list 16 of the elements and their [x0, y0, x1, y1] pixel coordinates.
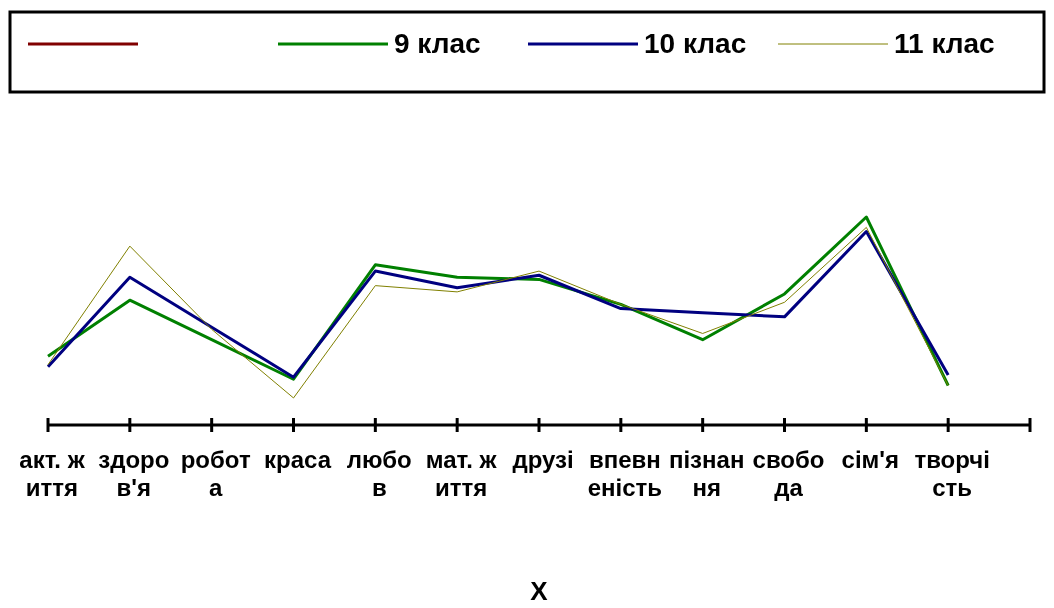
legend-label: 10 клас	[644, 28, 747, 59]
x-tick-label: пізнання	[668, 446, 745, 501]
x-tick-label: сім'я	[841, 446, 900, 473]
x-tick-label: акт. життя	[19, 446, 86, 501]
x-tick-label: творчість	[914, 446, 990, 501]
x-tick-label: свобода	[752, 446, 825, 501]
x-axis-title: Х	[530, 576, 549, 606]
legend-label: 9 клас	[394, 28, 481, 59]
x-tick-label: здоров'я	[98, 446, 170, 501]
x-tick-label: робота	[180, 446, 251, 501]
x-tick-label: любов	[346, 446, 412, 501]
x-tick-label: краса	[263, 446, 332, 473]
x-tick-label: мат. життя	[425, 446, 498, 501]
x-tick-label: впевненість	[587, 446, 663, 501]
x-tick-label: друзі	[512, 446, 574, 473]
legend-label: 11 клас	[894, 28, 995, 59]
